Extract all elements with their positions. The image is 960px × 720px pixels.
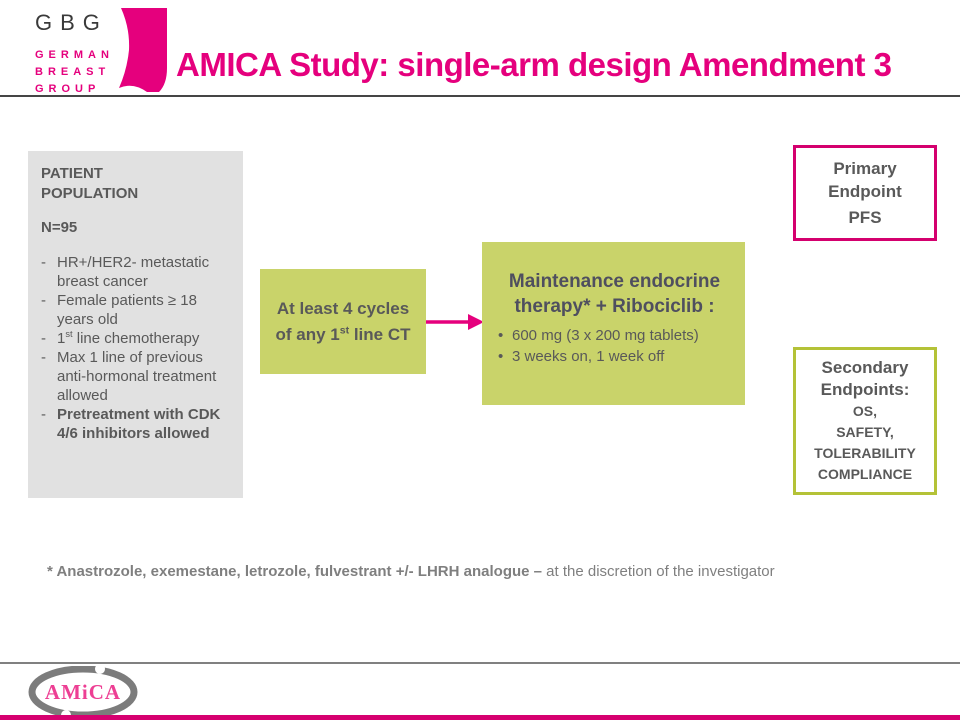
patient-population-heading: PATIENT POPULATION	[41, 165, 139, 202]
amica-logo-text: AMiCA	[45, 680, 121, 704]
footnote: * Anastrozole, exemestane, letrozole, fu…	[47, 563, 927, 580]
flow-arrow-icon	[426, 314, 484, 330]
maintenance-bullet-text: 600 mg (3 x 200 mg tablets)	[512, 327, 699, 345]
patient-criteria-text: Female patients ≥ 18 years old	[57, 291, 197, 328]
secondary-endpoint-item: COMPLIANCE	[817, 466, 913, 483]
gbg-words: GERMAN BREAST GROUP	[35, 47, 114, 98]
bullet-marker: •	[498, 327, 504, 345]
ribbon-shape	[119, 8, 167, 92]
maintenance-bullet-list: • 600 mg (3 x 200 mg tablets) • 3 weeks on,…	[494, 325, 735, 368]
maintenance-bullet-item: • 3 weeks on, 1 week off	[494, 346, 735, 367]
page-title: AMICA Study: single-arm design Amendment…	[176, 46, 892, 83]
dash-marker: -	[41, 253, 46, 271]
chemotherapy-cycles-box: At least 4 cycles of any 1st line CT	[260, 269, 426, 374]
dash-marker: -	[41, 291, 46, 309]
patient-criteria-text: HR+/HER2- metastatic breast cancer	[57, 253, 210, 290]
patient-criteria-item: -1st line chemotherapy	[41, 329, 235, 348]
bottom-accent-bar	[0, 715, 960, 720]
bullet-marker: •	[498, 348, 504, 366]
patient-criteria-text: 1st line chemotherapy	[57, 328, 200, 347]
header-divider	[0, 95, 960, 97]
secondary-endpoints-title: Secondary Endpoints:	[820, 357, 910, 399]
primary-endpoint-box: Primary Endpoint PFS	[793, 145, 937, 241]
maintenance-bullet-text: 3 weeks on, 1 week off	[512, 348, 665, 366]
maintenance-therapy-box: Maintenance endocrine therapy* + Ribocic…	[482, 242, 745, 405]
gbg-word: GROUP	[35, 83, 101, 96]
amica-logo-gap	[95, 666, 105, 674]
dash-marker: -	[41, 405, 46, 423]
patient-criteria-text: Max 1 line of previous anti-hormonal tre…	[57, 348, 217, 404]
footnote-text: at the discretion of the investigator	[546, 563, 775, 580]
patient-criteria-text: Pretreatment with CDK 4/6 inhibitors all…	[57, 405, 221, 443]
dash-marker: -	[41, 348, 46, 366]
secondary-endpoints-box: Secondary Endpoints: OS, SAFETY, TOLERABIL…	[793, 347, 937, 495]
sample-size-label: N=95	[41, 218, 78, 236]
patient-criteria-item: - Pretreatment with CDK 4/6 inhibitors al…	[41, 405, 235, 443]
patient-criteria-item: - HR+/HER2- metastatic breast cancer	[41, 253, 235, 291]
patient-population-box: PATIENT POPULATION N=95 - HR+/HER2- metas…	[28, 151, 243, 498]
primary-endpoint-title: Primary Endpoint	[828, 158, 902, 201]
cycles-line1: At least 4 cycles	[276, 299, 410, 318]
secondary-endpoints-list: OS, SAFETY, TOLERABILITY COMPLIANCE	[814, 401, 916, 485]
gbg-word: GERMAN	[35, 49, 114, 61]
gbg-ribbon-icon	[119, 8, 167, 92]
secondary-endpoint-item: SAFETY,	[836, 424, 894, 441]
patient-criteria-list: - HR+/HER2- metastatic breast cancer - Fema…	[41, 253, 235, 443]
footnote-bold-text: * Anastrozole, exemestane, letrozole, fu…	[47, 563, 542, 580]
gbg-word: BREAST	[35, 66, 111, 79]
patient-criteria-item: - Female patients ≥ 18 years old	[41, 291, 235, 329]
cycles-line2: of any 1st line CT	[275, 323, 411, 344]
patient-criteria-item: - Max 1 line of previous anti-hormonal tr…	[41, 348, 235, 405]
dash-marker: -	[41, 329, 46, 347]
footer-divider	[0, 662, 960, 664]
gbg-acronym: GBG	[35, 10, 108, 35]
amica-logo: AMiCA	[28, 666, 138, 718]
gbg-logo: GBG GERMAN BREAST GROUP	[35, 10, 114, 98]
secondary-endpoint-item: TOLERABILITY	[814, 445, 916, 462]
secondary-endpoint-item: OS,	[852, 403, 878, 420]
primary-endpoint-value: PFS	[848, 208, 882, 228]
maintenance-bullet-item: • 600 mg (3 x 200 mg tablets)	[494, 325, 735, 346]
maintenance-heading: Maintenance endocrine therapy* + Ribocic…	[508, 271, 721, 318]
